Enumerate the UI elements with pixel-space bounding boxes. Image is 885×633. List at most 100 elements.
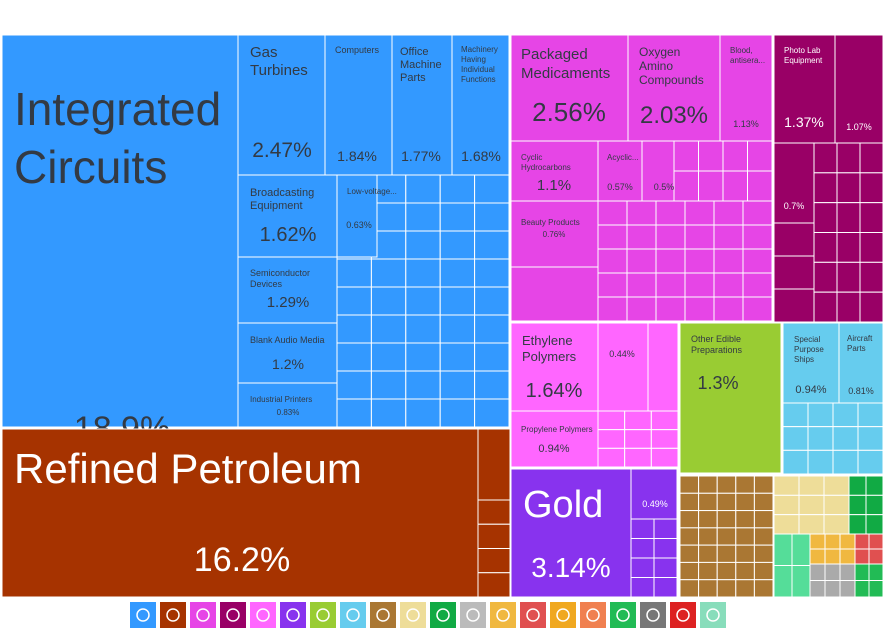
treemap-cell-small[interactable] [336,286,372,316]
flask-icon[interactable] [190,602,216,628]
treemap-cell-small[interactable] [673,170,699,202]
painting-icon[interactable] [640,602,666,628]
treemap-cell-small[interactable] [735,544,755,563]
treemap-cell-small[interactable] [836,142,861,174]
treemap-cell-small[interactable] [807,402,834,428]
treemap-cell-small[interactable] [742,248,773,274]
treemap-cell-small[interactable] [832,449,859,475]
treemap-cell-small[interactable] [782,402,809,428]
treemap-cell-small[interactable] [857,402,884,428]
treemap-cell-small[interactable] [848,475,867,496]
treemap-cell-small[interactable] [859,291,884,323]
treemap-cell[interactable] [391,34,453,176]
treemap-cell-small[interactable] [624,447,652,468]
treemap-cell-small[interactable] [753,561,774,581]
treemap-cell-small[interactable] [773,288,815,323]
treemap-cell[interactable] [510,34,629,142]
treemap-cell-small[interactable] [439,230,476,260]
treemap-cell-small[interactable] [773,565,793,598]
treemap-cell-small[interactable] [859,202,884,234]
recycle-icon[interactable] [250,602,276,628]
treemap-cell-small[interactable] [698,510,718,529]
treemap-cell[interactable] [510,140,599,202]
treemap-cell-small[interactable] [630,557,655,578]
treemap-cell-small[interactable] [474,370,510,400]
road-icon[interactable] [340,602,366,628]
treemap-cell-small[interactable] [439,342,476,372]
treemap-cell-small[interactable] [716,510,737,529]
pickaxe-icon[interactable] [160,602,186,628]
treemap-cell-small[interactable] [439,258,476,288]
treemap-cell-small[interactable] [753,492,774,512]
treemap-cell-small[interactable] [868,548,884,565]
treemap-cell-small[interactable] [474,342,510,372]
treemap-cell-small[interactable] [370,314,407,344]
treemap-cell-small[interactable] [782,426,809,451]
treemap-cell-small[interactable] [753,510,774,529]
treemap-cell-small[interactable] [848,514,867,535]
treemap-cell-small[interactable] [809,548,826,565]
treemap-cell[interactable] [641,140,675,202]
treemap-cell-small[interactable] [773,514,800,535]
treemap-cell-small[interactable] [753,544,774,563]
treemap-cell-small[interactable] [791,533,811,566]
treemap-cell-small[interactable] [650,410,679,431]
stone-icon[interactable] [580,602,606,628]
treemap-cell-small[interactable] [848,494,867,516]
treemap-cell-small[interactable] [713,296,744,322]
treemap-cell-small[interactable] [832,426,859,451]
treemap-cell[interactable] [237,382,338,428]
treemap-cell-small[interactable] [655,224,686,250]
treemap-cell-small[interactable] [813,291,838,323]
treemap-cell-small[interactable] [653,577,678,598]
treemap-cell-small[interactable] [653,518,678,539]
treemap-cell-small[interactable] [836,202,861,234]
treemap-cell-small[interactable] [679,544,700,563]
treemap-cell-small[interactable] [630,538,655,559]
treemap-cell-small[interactable] [859,232,884,263]
treemap-cell[interactable] [237,174,338,258]
treemap-cell-small[interactable] [716,544,737,563]
treemap-cell-small[interactable] [474,202,510,232]
treemap-cell-small[interactable] [839,548,856,565]
treemap-cell-small[interactable] [716,579,737,598]
treemap-cell-small[interactable] [713,200,744,226]
treemap-cell-small[interactable] [836,232,861,263]
treemap-cell-small[interactable] [474,286,510,316]
treemap-cell-small[interactable] [650,447,679,468]
treemap-cell-small[interactable] [597,248,628,274]
wheat-icon[interactable] [310,602,336,628]
treemap-cell-small[interactable] [679,561,700,581]
treemap-cell-small[interactable] [370,286,407,316]
treemap-cell-small[interactable] [597,429,626,449]
treemap-cell-small[interactable] [735,579,755,598]
treemap-cell[interactable] [630,468,678,520]
treemap-cell-small[interactable] [773,255,815,290]
treemap-cell-small[interactable] [713,248,744,274]
hide-icon[interactable] [700,602,726,628]
treemap-cell-small[interactable] [655,200,686,226]
treemap-cell-small[interactable] [809,580,826,598]
treemap-cell-small[interactable] [653,557,678,578]
anvil-icon[interactable] [370,602,396,628]
treemap-cell-small[interactable] [698,170,724,202]
treemap-cell-small[interactable] [832,402,859,428]
treemap-cell-small[interactable] [773,475,800,496]
bottle-icon[interactable] [490,602,516,628]
treemap-cell-small[interactable] [836,172,861,204]
treemap-cell-small[interactable] [824,563,841,581]
treemap-cell-small[interactable] [655,296,686,322]
fruit-icon[interactable] [550,602,576,628]
treemap-cell[interactable] [510,200,599,268]
treemap-cell-small[interactable] [742,296,773,322]
treemap-cell-small[interactable] [405,174,441,204]
treemap-cell-small[interactable] [597,200,628,226]
treemap-cell-small[interactable] [716,492,737,512]
treemap-cell-small[interactable] [626,248,657,274]
treemap-cell-small[interactable] [823,514,850,535]
treemap-cell-small[interactable] [798,494,825,516]
treemap-cell-small[interactable] [370,370,407,400]
treemap-cell[interactable] [237,256,338,324]
treemap-cell-small[interactable] [735,527,755,546]
treemap-cell-small[interactable] [370,258,407,288]
